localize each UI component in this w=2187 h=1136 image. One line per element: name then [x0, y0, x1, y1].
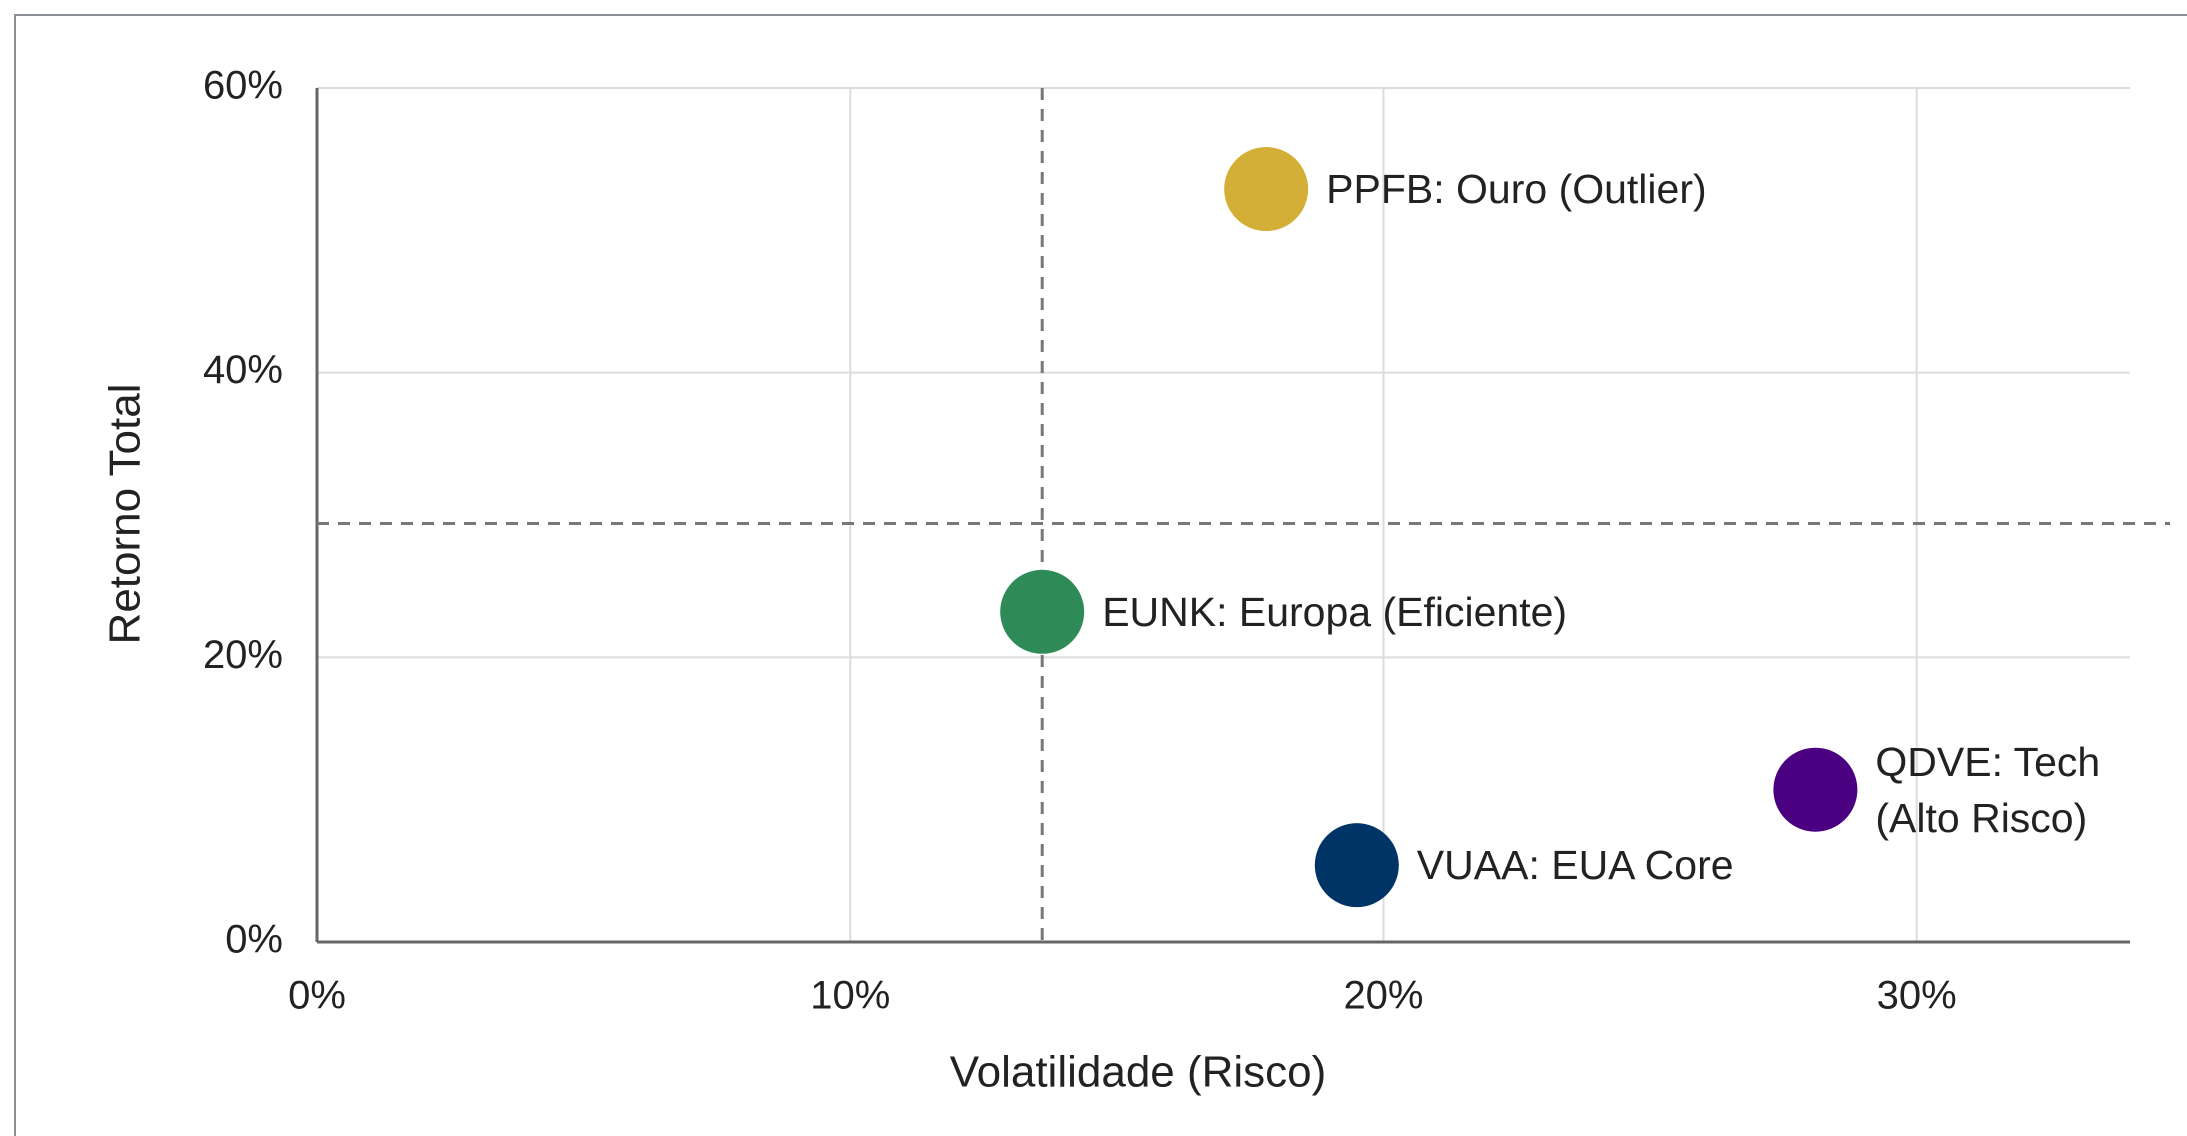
point — [1314, 823, 1399, 908]
y-axis-title: Retorno Total — [101, 384, 150, 645]
point-label: VUAA: EUA Core — [1416, 842, 1734, 889]
y-tick-label: 0% — [225, 918, 283, 962]
point — [1224, 147, 1309, 232]
point — [1773, 747, 1858, 832]
chart-card — [14, 14, 2187, 1136]
point-label: QDVE: Tech (Alto Risco) — [1875, 738, 2101, 841]
x-tick-label: 10% — [810, 974, 890, 1018]
x-axis-title: Volatilidade (Risco) — [950, 1048, 1327, 1097]
y-tick-label: 40% — [203, 348, 283, 392]
y-tick-label: 60% — [203, 64, 283, 108]
x-tick-label: 30% — [1877, 974, 1957, 1018]
x-tick-label: 0% — [288, 974, 346, 1018]
x-tick-label: 20% — [1343, 974, 1423, 1018]
point — [1000, 569, 1085, 654]
point-label: PPFB: Ouro (Outlier) — [1326, 166, 1707, 213]
point-label: EUNK: Europa (Eficiente) — [1102, 588, 1568, 635]
y-tick-label: 20% — [203, 633, 283, 677]
